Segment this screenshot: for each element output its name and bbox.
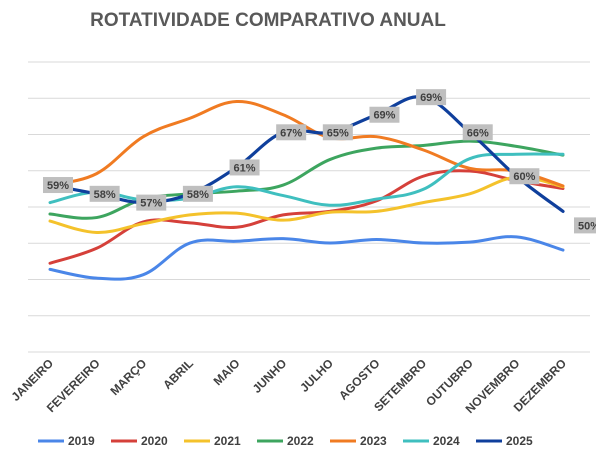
data-label: 66% <box>462 124 493 141</box>
data-label-text: 61% <box>234 162 256 174</box>
x-tick-label: ABRIL <box>160 356 196 392</box>
data-label-text: 69% <box>420 92 442 104</box>
data-label-text: 59% <box>47 180 69 192</box>
x-tick-label: MAIO <box>211 356 243 388</box>
data-label: 61% <box>229 159 260 176</box>
data-label: 59% <box>43 177 73 194</box>
data-label-text: 66% <box>467 127 489 139</box>
x-tick-label: JANEIRO <box>9 356 57 404</box>
legend-item-2021: 2021 <box>184 434 241 448</box>
data-label-box <box>322 124 353 141</box>
grid-lines <box>28 61 590 353</box>
series-line-2023 <box>48 100 565 188</box>
data-label-box <box>182 185 213 202</box>
data-label-text: 50% <box>578 220 596 232</box>
data-label-box <box>229 159 260 176</box>
legend-label: 2021 <box>214 434 241 448</box>
data-label-text: 69% <box>373 110 395 122</box>
series-line-2024 <box>48 152 565 207</box>
x-tick-label: JULHO <box>297 356 336 395</box>
data-label-text: 57% <box>140 198 162 210</box>
chart-title: ROTATIVIDADE COMPARATIVO ANUAL <box>90 10 446 31</box>
data-label-text: 65% <box>327 127 349 139</box>
data-label-text: 60% <box>513 171 535 183</box>
series-line-2019 <box>48 235 565 281</box>
legend-label: 2022 <box>287 434 314 448</box>
legend-item-2025: 2025 <box>476 434 533 448</box>
data-label: 57% <box>136 194 167 211</box>
data-label-box <box>509 168 540 185</box>
data-labels: 59% 58% 57% 58% 61% 67% 65% 69% 69% 66% 60% 50% <box>43 89 596 234</box>
data-label: 69% <box>416 89 447 106</box>
data-label: 60% <box>509 168 540 185</box>
data-label: 67% <box>276 124 307 141</box>
data-label-box <box>369 106 400 123</box>
legend-label: 2023 <box>360 434 387 448</box>
x-tick-label: MARÇO <box>107 356 149 398</box>
data-label-text: 67% <box>280 127 302 139</box>
data-label: 58% <box>89 185 120 202</box>
series-lines <box>48 95 565 281</box>
data-label: 65% <box>322 124 353 141</box>
data-label-box <box>276 124 307 141</box>
x-tick-label: JUNHO <box>250 356 290 396</box>
data-label-box <box>43 177 73 194</box>
legend-label: 2020 <box>141 434 168 448</box>
data-label: 69% <box>369 106 400 123</box>
data-label: 58% <box>182 185 213 202</box>
legend-label: 2025 <box>506 434 533 448</box>
data-label-text: 58% <box>94 189 116 201</box>
data-label-box <box>89 185 120 202</box>
x-tick-label: AGOSTO <box>336 356 383 403</box>
data-label-box <box>462 124 493 141</box>
data-label-box <box>136 194 167 211</box>
data-label-text: 58% <box>187 189 209 201</box>
legend: 2019 2020 2021 2022 2023 2024 2025 <box>38 434 533 448</box>
legend-label: 2024 <box>433 434 460 448</box>
series-line-2021 <box>48 175 565 234</box>
legend-item-2019: 2019 <box>38 434 95 448</box>
legend-label: 2019 <box>68 434 95 448</box>
data-label-box <box>416 89 447 106</box>
data-label-box <box>574 217 596 234</box>
legend-item-2020: 2020 <box>111 434 168 448</box>
legend-item-2023: 2023 <box>330 434 387 448</box>
data-label: 50% <box>574 217 596 234</box>
legend-item-2024: 2024 <box>403 434 460 448</box>
legend-item-2022: 2022 <box>257 434 314 448</box>
